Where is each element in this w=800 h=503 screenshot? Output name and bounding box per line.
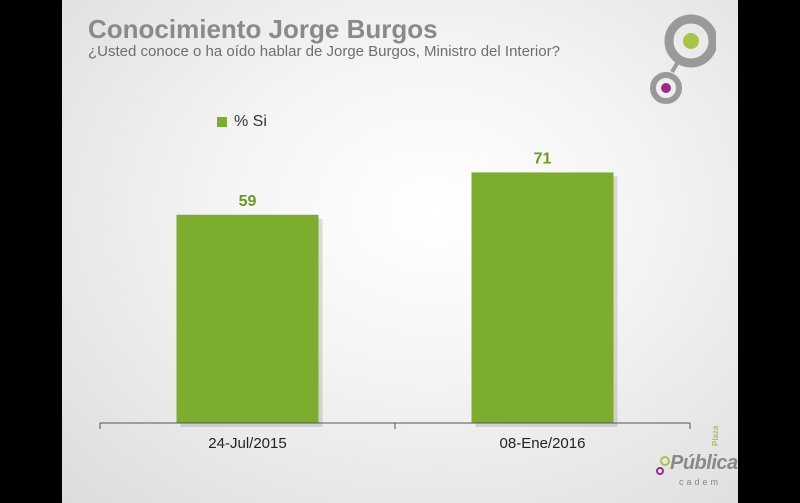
data-label: 71 [534,150,552,167]
chart-title: Conocimiento Jorge Burgos [88,14,438,44]
brand-sub: cadem [679,477,722,487]
legend: % Si [217,113,267,131]
bar [176,214,319,423]
slide: Conocimiento Jorge Burgos ¿Usted conoce … [62,0,738,503]
brand-logo: Pública Plaza cadem [656,426,738,492]
brand-small: Plaza [711,425,720,446]
brand-word: Pública [670,452,738,474]
x-tick-label: 24-Jul/2015 [208,435,286,452]
data-label: 59 [239,193,257,210]
bar-chart: 59 24-Jul/2015 71 08-Ene/2016 [99,150,691,452]
brand-dots-icon [656,456,670,475]
legend-label: % Si [234,113,267,130]
x-tick-label: 08-Ene/2016 [500,435,586,452]
bar [471,172,614,423]
chart-subtitle: ¿Usted conoce o ha oído hablar de Jorge … [88,43,560,60]
logo-circles-icon [650,14,716,104]
legend-swatch [217,117,227,127]
